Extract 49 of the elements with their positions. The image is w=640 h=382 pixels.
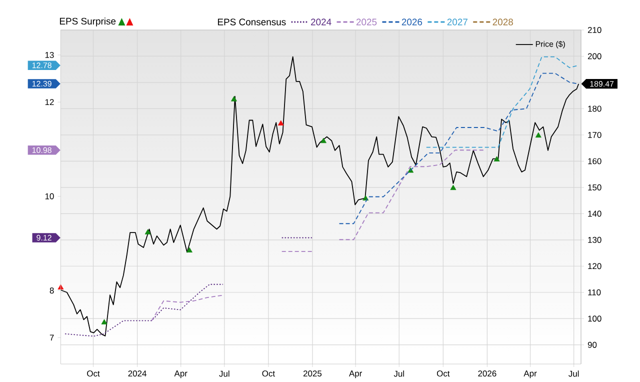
x-tick-label: 2025 [303, 370, 322, 377]
point [231, 96, 237, 102]
line-series [426, 56, 580, 148]
point [58, 284, 64, 290]
x-tick-label: Jul [568, 370, 579, 377]
point [101, 319, 108, 324]
x-tick-label: Oct [87, 370, 100, 377]
y2-tick-label: 160 [588, 158, 602, 164]
x-tick-label: Jul [219, 370, 230, 377]
legend-label: 2028 [492, 18, 513, 26]
legend-title: EPS Consensus [218, 18, 286, 26]
point [535, 132, 542, 138]
y2-tick-label: 90 [588, 342, 597, 348]
y2-tick-label: 150 [588, 184, 602, 190]
point [450, 184, 456, 190]
x-tick-label: Oct [262, 370, 275, 377]
y-tick-label: 10 [45, 193, 54, 200]
y2-tick-label: 130 [588, 236, 602, 243]
y2-tick-label: 120 [588, 263, 602, 270]
y2-tick-label: 170 [588, 132, 602, 138]
y-tick-label: 13 [45, 52, 54, 58]
point [144, 229, 151, 234]
x-tick-label: 2026 [478, 370, 496, 377]
line-series [338, 72, 578, 224]
point [278, 120, 284, 126]
point [320, 138, 326, 144]
y2-tick-label: 180 [588, 106, 602, 112]
y2-tick-label: 110 [588, 289, 601, 296]
y-tick-label: 7 [50, 334, 54, 341]
text: EPS Surprise [60, 18, 116, 26]
y2-tick-label: 210 [588, 27, 602, 33]
x-tick-label: Oct [436, 370, 450, 377]
x-tick-label: Apr [348, 370, 362, 378]
legend-label: 2027 [447, 18, 468, 26]
y2-tick-label: 100 [588, 316, 602, 322]
legend-label: 2026 [402, 18, 422, 26]
point [186, 247, 192, 252]
x-tick-label: Apr [524, 370, 537, 378]
legend-label: 2025 [356, 18, 377, 26]
point [494, 156, 500, 162]
point [408, 167, 414, 173]
y2-tick-label: 140 [588, 210, 602, 217]
y-tick-label: 12 [45, 99, 54, 106]
x-tick-label: Apr [174, 370, 188, 378]
y-tick-label: 8 [50, 288, 54, 294]
x-tick-label: Jul [394, 370, 404, 377]
y2-tick-label: 200 [588, 53, 602, 60]
legend-label: 2024 [310, 18, 332, 26]
x-tick-label: 2024 [128, 370, 146, 377]
